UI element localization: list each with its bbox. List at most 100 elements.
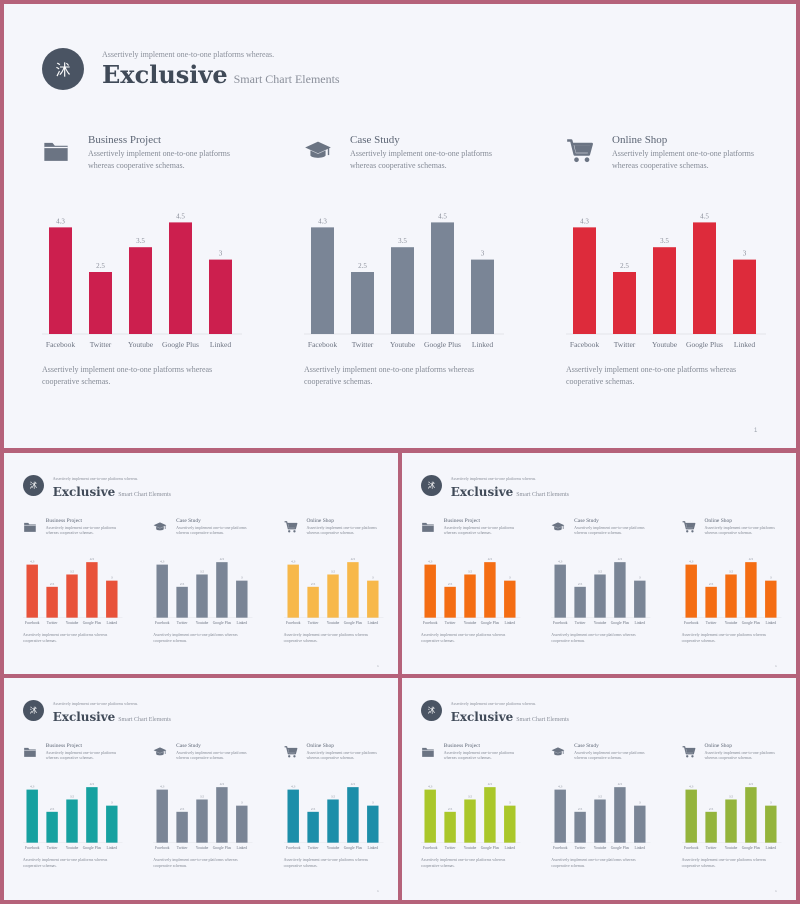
bar-google-plus — [216, 786, 228, 843]
bar-value-label: 3.5 — [598, 569, 603, 573]
page-title: Exclusive Smart Chart Elements — [53, 706, 171, 725]
bar-youtube — [724, 573, 737, 618]
panel-description: Assertively implement one-to-one platfor… — [350, 149, 492, 170]
bar-value-label: 3.5 — [200, 569, 205, 573]
bar-twitter — [46, 811, 58, 843]
bar-value-label: 4.3 — [30, 559, 35, 563]
bar-linked — [236, 805, 248, 843]
bar-value-label: 3.5 — [330, 569, 335, 573]
bar-google-plus — [744, 561, 757, 618]
header-tagline: Assertively implement one-to-one platfor… — [52, 700, 139, 706]
chart-container: 4.3 Facebook 2.5 Twitter 3.5 Youtube 4.5 Google… — [551, 776, 665, 855]
category-label: Facebook — [25, 846, 40, 850]
bar-linked — [503, 805, 516, 843]
page-title: Exclusive Smart Chart Elements — [102, 60, 340, 89]
bar-facebook — [554, 564, 567, 618]
slide-teal[interactable]: 沭 Assertively implement one-to-one platfo… — [4, 678, 398, 900]
bar-google-plus — [86, 561, 98, 618]
bar-value-label: 2.5 — [96, 262, 105, 270]
bar-facebook — [156, 564, 169, 618]
category-label: Google Plus — [162, 340, 199, 349]
bar-facebook — [287, 789, 299, 843]
category-label: Linked — [504, 846, 515, 850]
bar-value-label: 3 — [219, 250, 223, 258]
category-label: Youtube — [652, 340, 678, 349]
folder-icon — [42, 137, 70, 169]
bar-twitter — [574, 586, 587, 618]
bar-facebook — [424, 789, 436, 843]
category-label: Youtube — [724, 621, 737, 625]
bar-value-label: 3.5 — [468, 794, 473, 798]
bar-value-label: 4.3 — [580, 217, 589, 225]
bar-linked — [634, 805, 646, 843]
category-label: Linked — [210, 340, 231, 349]
bar-value-label: 2.5 — [620, 262, 629, 270]
panel-description: Assertively implement one-to-one platfor… — [704, 749, 775, 761]
category-label: Linked — [237, 621, 248, 625]
bar-value-label: 2.5 — [50, 581, 55, 585]
bar-value-label: 4.5 — [748, 557, 753, 561]
bar-chart: 4.3 Facebook 2.5 Twitter 3.5 Youtube 4.5 Google… — [22, 782, 123, 850]
logo-badge: 沭 — [420, 699, 442, 721]
logo-badge: 沭 — [420, 474, 442, 496]
category-label: Linked — [765, 846, 776, 850]
category-label: Linked — [237, 846, 248, 850]
category-label: Google Plus — [83, 621, 102, 625]
bar-facebook — [26, 789, 38, 843]
bar-chart: 4.3 Facebook 2.5 Twitter 3.5 Youtube 4.5 Google… — [566, 212, 766, 349]
bar-value-label: 4.5 — [350, 782, 355, 786]
category-label: Google Plus — [611, 846, 630, 850]
bar-value-label: 4.3 — [160, 559, 165, 563]
category-label: Twitter — [307, 621, 318, 625]
graduation-cap-icon — [304, 137, 332, 169]
chart-container: 4.3 Facebook 2.5 Twitter 3.5 Youtube 4.5 Google… — [420, 551, 535, 630]
bar-facebook — [685, 564, 697, 618]
category-label: Linked — [635, 621, 646, 625]
bar-value-label: 3 — [639, 575, 641, 579]
category-label: Youtube — [128, 340, 154, 349]
bar-twitter — [351, 272, 374, 334]
bar-value-label: 3.5 — [398, 237, 407, 245]
category-label: Linked — [635, 846, 646, 850]
bar-youtube — [594, 573, 606, 618]
bar-value-label: 3 — [111, 575, 113, 579]
category-label: Linked — [472, 340, 493, 349]
bar-value-label: 3.5 — [200, 794, 205, 798]
panel-description: Assertively implement one-to-one platfor… — [574, 749, 645, 761]
shopping-cart-icon — [284, 744, 298, 763]
bar-value-label: 3.5 — [728, 794, 733, 798]
slide-orange-red[interactable]: 沭 Assertively implement one-to-one platfo… — [4, 453, 398, 674]
bar-twitter — [176, 811, 189, 843]
bar-value-label: 3 — [770, 800, 772, 804]
panel-business-project: Business Project Assertively implement on… — [22, 518, 142, 652]
category-label: Youtube — [326, 846, 339, 850]
category-label: Facebook — [155, 621, 170, 625]
slide-lime[interactable]: 沭 Assertively implement one-to-one platfo… — [402, 678, 796, 900]
category-label: Youtube — [196, 621, 209, 625]
bar-google-plus — [169, 222, 192, 334]
panel-business-project: Business Project Assertively implement on… — [42, 134, 282, 404]
panel-footer-text: Assertively implement one-to-one platfor… — [304, 365, 475, 386]
category-label: Twitter — [705, 846, 716, 850]
slide-crimson[interactable]: 沭 Assertively implement one-to-one platfo… — [4, 4, 796, 448]
bar-google-plus — [693, 222, 716, 334]
panel-online-shop: Online Shop Assertively implement one-to-… — [283, 518, 398, 652]
slide-orange[interactable]: 沭 Assertively implement one-to-one platfo… — [402, 453, 796, 674]
category-label: Facebook — [286, 846, 301, 850]
page-title: Exclusive Smart Chart Elements — [451, 706, 569, 725]
category-label: Twitter — [445, 621, 456, 625]
chart-container: 4.3 Facebook 2.5 Twitter 3.5 Youtube 4.5 Google… — [566, 200, 796, 354]
bar-linked — [209, 259, 232, 334]
panel-business-project: Business Project Assertively implement on… — [420, 518, 540, 652]
bar-google-plus — [484, 561, 496, 618]
bar-value-label: 2.5 — [180, 806, 185, 810]
chart-container: 4.3 Facebook 2.5 Twitter 3.5 Youtube 4.5 Google… — [153, 551, 267, 630]
panel-case-study: Case Study Assertively implement one-to-o… — [551, 518, 670, 652]
bar-twitter — [444, 586, 456, 618]
bar-youtube — [464, 573, 476, 618]
title-sub: Smart Chart Elements — [516, 491, 569, 498]
category-label: Linked — [367, 621, 378, 625]
bar-linked — [764, 805, 777, 843]
chart-container: 4.3 Facebook 2.5 Twitter 3.5 Youtube 4.5 Google… — [42, 200, 272, 354]
bar-value-label: 4.5 — [618, 557, 623, 561]
